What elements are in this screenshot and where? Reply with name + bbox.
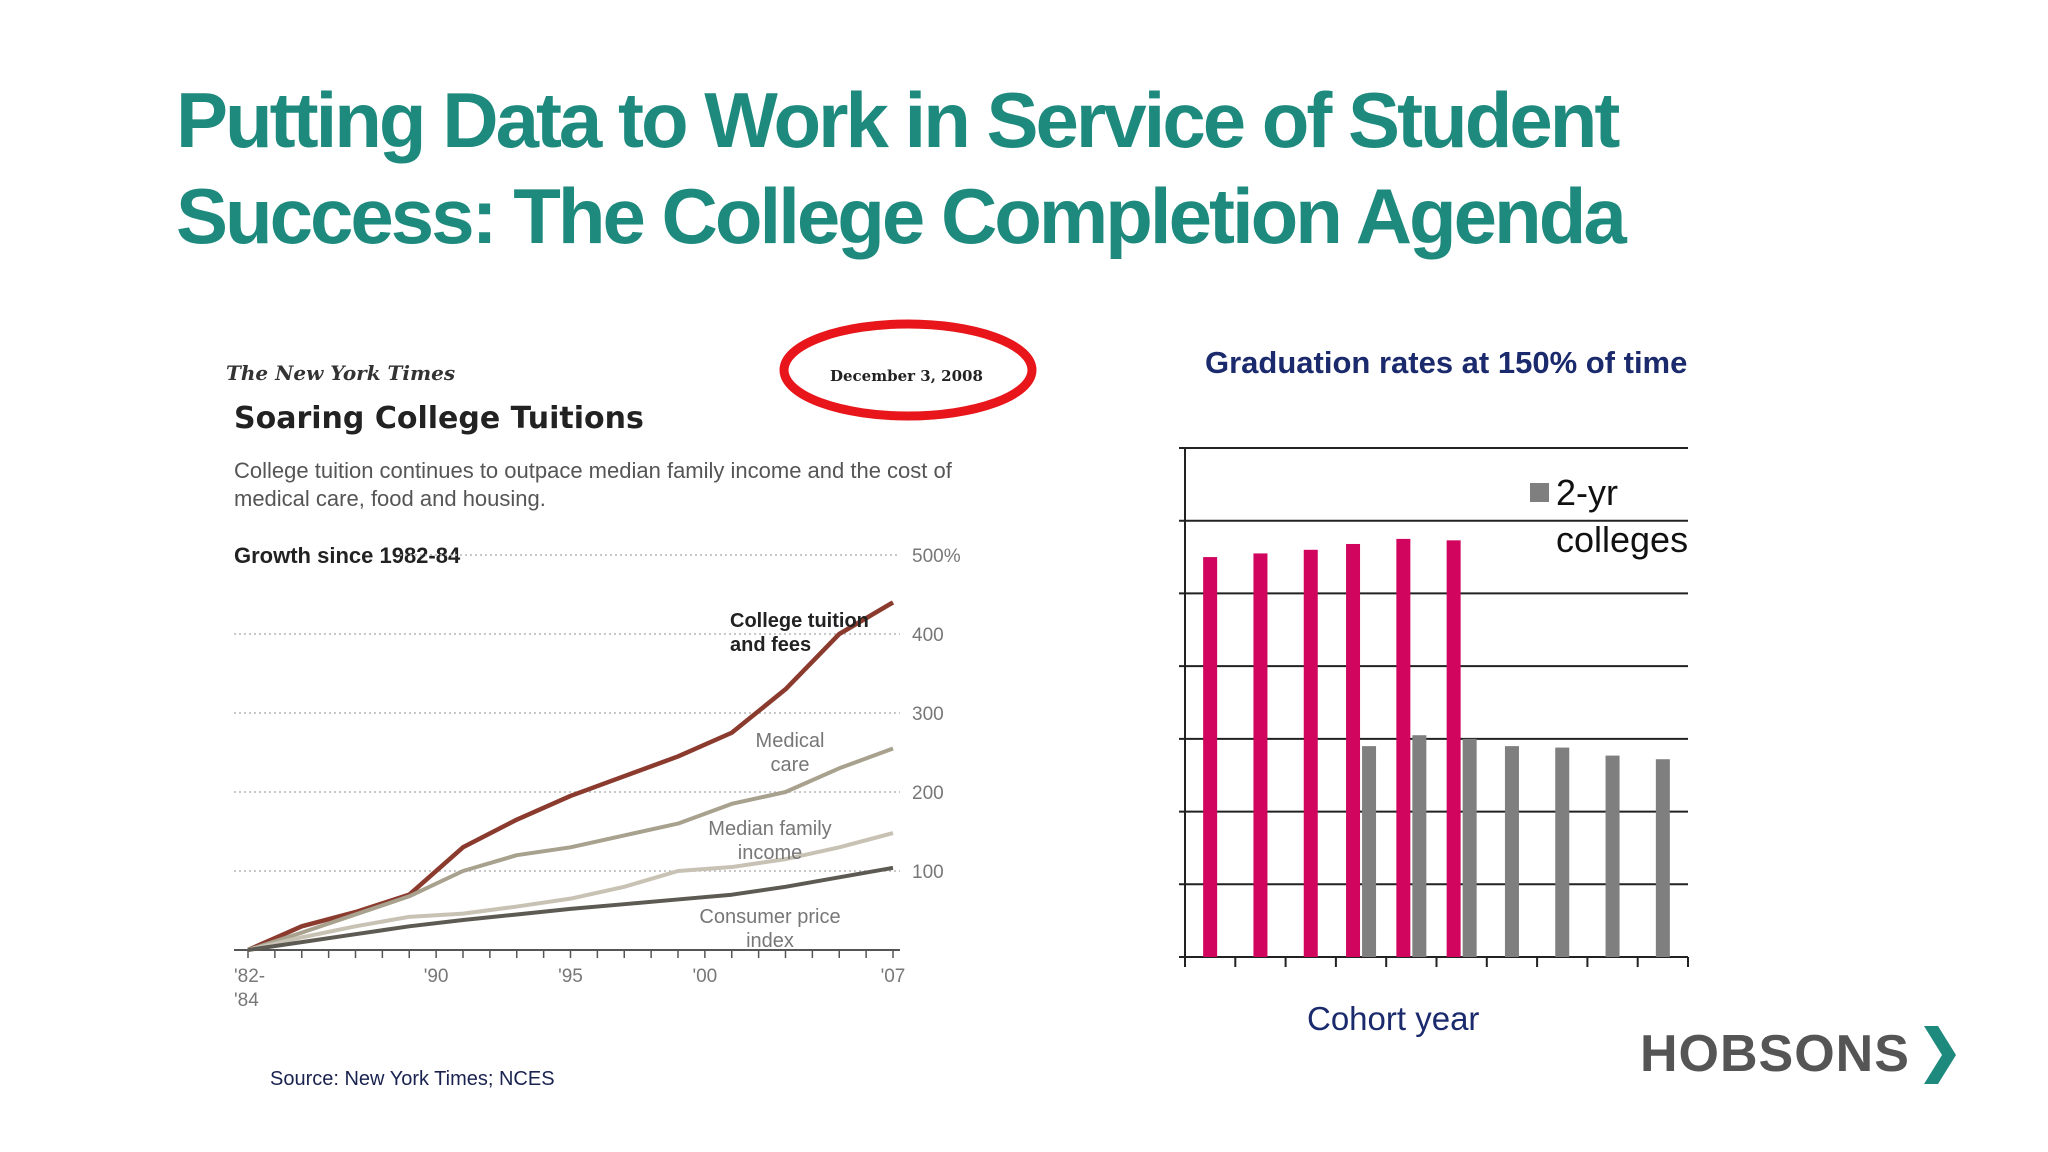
- bar: [1396, 538, 1411, 957]
- source-note: Source: New York Times; NCES: [270, 1068, 555, 1090]
- series-label: Consumer price: [699, 906, 840, 928]
- series-label: income: [738, 842, 802, 864]
- chevron-right-icon: [1924, 1026, 1956, 1084]
- x-axis-label: Cohort year: [1307, 1000, 1480, 1037]
- bar: [1253, 553, 1268, 957]
- bar: [1446, 540, 1461, 957]
- y-tick-label: 100: [912, 862, 944, 883]
- graduation-chart-title: Graduation rates at 150% of time: [1205, 345, 1688, 380]
- bar: [1412, 735, 1427, 957]
- line-series: [247, 746, 894, 952]
- series-label: Median family: [708, 818, 831, 840]
- x-tick-label: '84: [234, 990, 259, 1011]
- date-highlight-circle: [779, 319, 1037, 421]
- bar: [1605, 755, 1620, 957]
- nyt-subhead: College tuition continues to outpace med…: [234, 458, 952, 511]
- slide-title: Putting Data to Work in Service of Stude…: [176, 72, 1936, 264]
- y-tick-label: 200: [912, 783, 944, 804]
- bar: [1303, 549, 1318, 957]
- line-series: [247, 865, 894, 952]
- series-label: Medical: [756, 730, 825, 752]
- x-tick-label: '90: [424, 966, 449, 987]
- graduation-bar-chart: 2-yr colleges: [1179, 447, 1689, 967]
- tuition-line-chart: Growth since 1982-84 100 200 300 400 500% '82-…: [234, 543, 961, 1011]
- nyt-masthead: The New York Times: [226, 361, 456, 385]
- x-tick-label: '07: [881, 966, 906, 987]
- bar: [1362, 746, 1377, 957]
- y-tick-label: 500%: [912, 546, 961, 567]
- nyt-graphic: The New York Times December 3, 2008 Soar…: [210, 319, 1070, 1045]
- series-label: and fees: [730, 634, 811, 656]
- hobsons-wordmark: HOBSONS: [1640, 1025, 1910, 1083]
- x-tick-label: '82-: [234, 966, 265, 987]
- bar: [1655, 759, 1670, 957]
- legend-label: 2-yr: [1556, 472, 1618, 513]
- bar: [1346, 543, 1361, 957]
- y-tick-label: 300: [912, 704, 944, 725]
- chart-subtitle: Growth since 1982-84: [234, 543, 461, 568]
- x-tick-label: '95: [558, 966, 583, 987]
- legend-label: colleges: [1556, 519, 1688, 560]
- line-series: [247, 600, 895, 953]
- bar: [1462, 738, 1477, 957]
- series-label: College tuition: [730, 610, 869, 632]
- slide-title-line-1: Putting Data to Work in Service of Stude…: [176, 76, 1620, 164]
- series-label: care: [771, 754, 810, 776]
- nyt-headline: Soaring College Tuitions: [234, 401, 644, 436]
- nyt-date: December 3, 2008: [830, 367, 983, 385]
- x-tick-label: '00: [692, 966, 717, 987]
- series-label: index: [746, 930, 794, 952]
- bar: [1555, 747, 1570, 957]
- legend-swatch: [1530, 483, 1549, 502]
- line-series: [247, 831, 894, 952]
- y-tick-label: 400: [912, 625, 944, 646]
- hobsons-logo: HOBSONS: [1640, 1020, 1970, 1094]
- slide-title-line-2: Success: The College Completion Agenda: [176, 172, 1627, 260]
- bar: [1203, 557, 1218, 957]
- bar: [1504, 746, 1519, 957]
